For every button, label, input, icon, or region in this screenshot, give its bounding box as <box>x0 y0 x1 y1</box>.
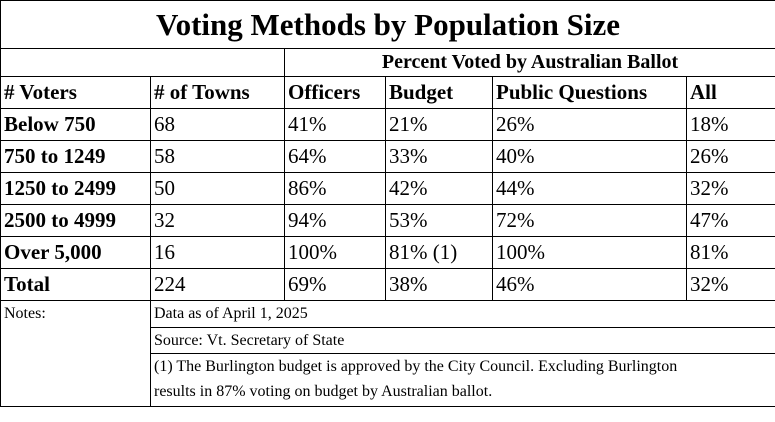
public-questions-cell: 44% <box>492 172 687 205</box>
officers-cell: 64% <box>284 140 386 173</box>
row-label: 1250 to 2499 <box>0 172 151 205</box>
public-questions-cell: 26% <box>492 108 687 141</box>
empty-cell <box>0 48 151 77</box>
budget-cell: 53% <box>385 204 493 237</box>
empty-cell <box>0 353 151 407</box>
towns-cell: 58 <box>150 140 285 173</box>
notes-label: Notes: <box>0 300 151 328</box>
towns-cell: 32 <box>150 204 285 237</box>
public-questions-cell: 46% <box>492 268 687 301</box>
notes-date: Data as of April 1, 2025 <box>149 300 775 328</box>
all-cell: 32% <box>685 172 775 205</box>
officers-cell: 86% <box>284 172 386 205</box>
table-row: Below 750 68 41% 21% 26% 18% <box>0 108 775 141</box>
header-public-questions: Public Questions <box>492 76 687 109</box>
row-label: Over 5,000 <box>0 236 151 269</box>
public-questions-cell: 100% <box>492 236 687 269</box>
row-label: Below 750 <box>0 108 151 141</box>
header-voters: # Voters <box>0 76 151 109</box>
voting-methods-table: Voting Methods by Population Size Percen… <box>0 0 775 407</box>
all-cell: 26% <box>685 140 775 173</box>
header-towns: # of Towns <box>150 76 285 109</box>
notes-footnote: (1) The Burlington budget is approved by… <box>149 353 775 407</box>
row-label: Total <box>0 268 151 301</box>
header-budget: Budget <box>385 76 493 109</box>
all-cell: 81% <box>685 236 775 269</box>
officers-cell: 94% <box>284 204 386 237</box>
budget-cell: 81% (1) <box>385 236 493 269</box>
row-label: 2500 to 4999 <box>0 204 151 237</box>
public-questions-cell: 72% <box>492 204 687 237</box>
row-label: 750 to 1249 <box>0 140 151 173</box>
officers-cell: 69% <box>284 268 386 301</box>
budget-cell: 21% <box>385 108 493 141</box>
budget-cell: 38% <box>385 268 493 301</box>
table-row: 2500 to 4999 32 94% 53% 72% 47% <box>0 204 775 237</box>
budget-cell: 42% <box>385 172 493 205</box>
header-officers: Officers <box>284 76 386 109</box>
empty-cell <box>0 327 151 354</box>
all-cell: 47% <box>685 204 775 237</box>
towns-cell: 224 <box>150 268 285 301</box>
table-row: 1250 to 2499 50 86% 42% 44% 32% <box>0 172 775 205</box>
officers-cell: 41% <box>284 108 386 141</box>
table-title: Voting Methods by Population Size <box>0 0 775 49</box>
header-all: All <box>685 76 775 109</box>
subtitle-header: Percent Voted by Australian Ballot <box>283 48 775 77</box>
budget-cell: 33% <box>385 140 493 173</box>
towns-cell: 68 <box>150 108 285 141</box>
public-questions-cell: 40% <box>492 140 687 173</box>
empty-cell <box>150 48 285 77</box>
all-cell: 32% <box>685 268 775 301</box>
all-cell: 18% <box>685 108 775 141</box>
table-row: 750 to 1249 58 64% 33% 40% 26% <box>0 140 775 173</box>
notes-source: Source: Vt. Secretary of State <box>149 327 775 354</box>
total-row: Total 224 69% 38% 46% 32% <box>0 268 775 301</box>
table-row: Over 5,000 16 100% 81% (1) 100% 81% <box>0 236 775 269</box>
officers-cell: 100% <box>284 236 386 269</box>
towns-cell: 50 <box>150 172 285 205</box>
towns-cell: 16 <box>150 236 285 269</box>
